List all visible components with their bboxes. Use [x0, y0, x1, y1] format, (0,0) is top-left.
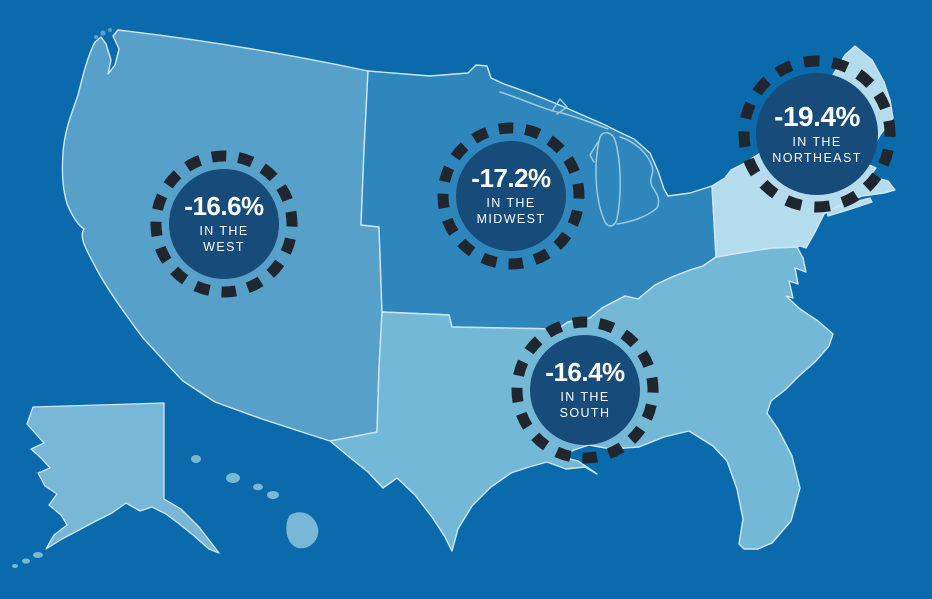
alaska-shape: [26, 402, 220, 554]
stat-preposition-west: IN THE: [199, 223, 249, 238]
stat-badge-south: -16.4% IN THE SOUTH: [505, 310, 665, 470]
stat-preposition-midwest: IN THE: [486, 195, 536, 210]
dashed-ring-icon: [437, 122, 585, 270]
stat-circle-south: -16.4% IN THE SOUTH: [530, 335, 640, 445]
stat-preposition-south: IN THE: [560, 389, 610, 404]
stat-value-west: -16.6%: [184, 190, 264, 221]
stat-region-northeast: NORTHEAST: [772, 151, 862, 166]
dashed-ring-icon: [150, 150, 298, 298]
aleutian-islands: [12, 552, 43, 568]
stat-badge-northeast: -19.4% IN THE NORTHEAST: [731, 48, 903, 220]
stat-circle-west: -16.6% IN THE WEST: [169, 169, 279, 279]
stat-circle-midwest: -17.2% IN THE MIDWEST: [456, 141, 566, 251]
dashed-ring-icon: [511, 316, 659, 464]
stat-badge-midwest: -17.2% IN THE MIDWEST: [431, 116, 591, 276]
stat-value-south: -16.4%: [545, 356, 625, 387]
stat-region-west: WEST: [203, 240, 245, 255]
stat-value-midwest: -17.2%: [471, 162, 551, 193]
stat-region-south: SOUTH: [559, 406, 611, 421]
stat-region-midwest: MIDWEST: [476, 212, 546, 227]
stat-preposition-northeast: IN THE: [792, 134, 842, 149]
puget-sound-islands: [94, 28, 112, 39]
great-lakes-outlines: [499, 91, 660, 227]
stat-circle-northeast: -19.4% IN THE NORTHEAST: [756, 73, 878, 195]
hawaii-islands: [191, 455, 319, 549]
stat-badge-west: -16.6% IN THE WEST: [144, 144, 304, 304]
stat-value-northeast: -19.4%: [774, 100, 860, 132]
dashed-ring-icon: [738, 55, 896, 213]
